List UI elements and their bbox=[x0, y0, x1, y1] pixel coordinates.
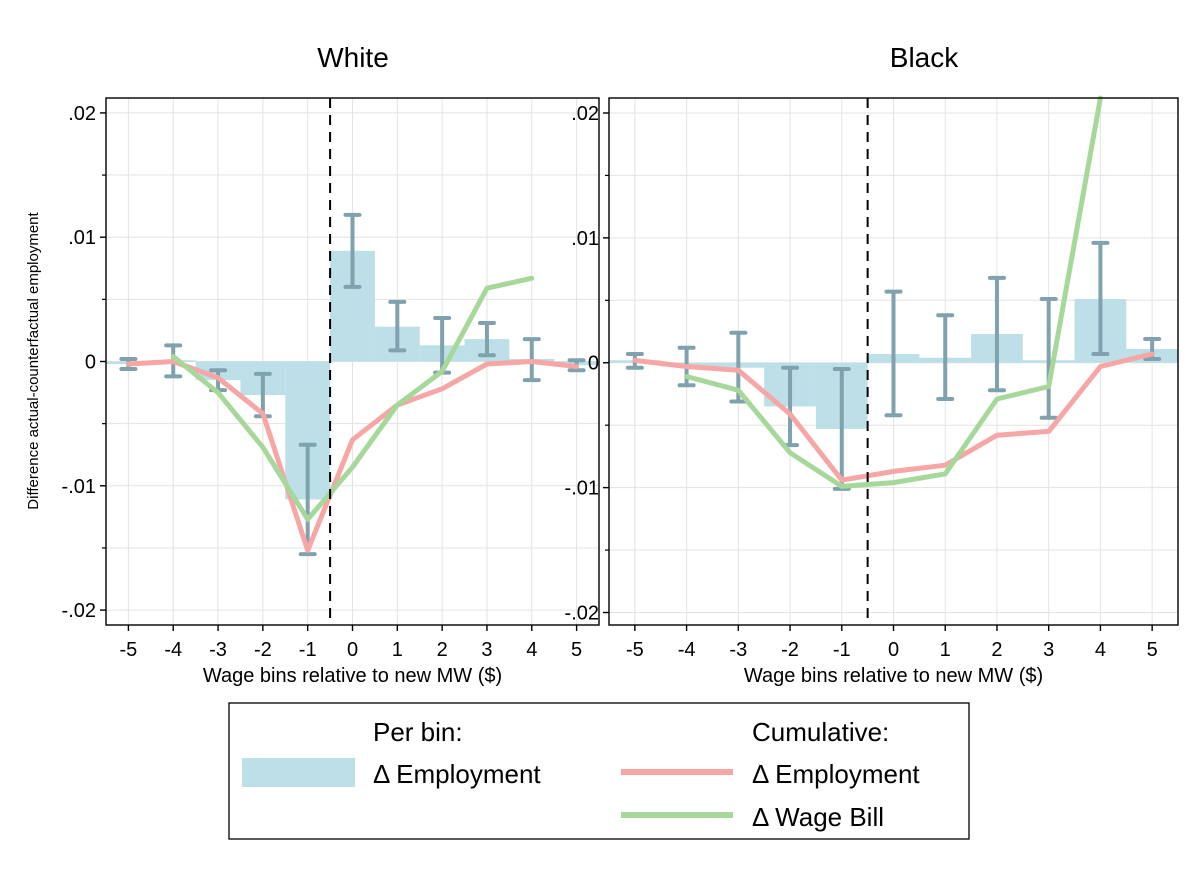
x-tick-label: 4 bbox=[1095, 639, 1106, 661]
x-tick-label: 3 bbox=[1043, 639, 1054, 661]
y-tick-label: 0 bbox=[588, 353, 599, 375]
x-tick-label: -5 bbox=[626, 639, 644, 661]
legend-box bbox=[228, 702, 970, 840]
y-tick-label: .02 bbox=[68, 103, 96, 125]
x-tick-label: 0 bbox=[888, 639, 899, 661]
legend-per-bin-label: Δ Employment bbox=[373, 759, 541, 789]
x-tick-label: 0 bbox=[347, 639, 358, 661]
y-tick-label: -.02 bbox=[565, 603, 599, 625]
legend-cum-employment-label: Δ Employment bbox=[752, 759, 920, 789]
legend-cum-wagebill-label: Δ Wage Bill bbox=[752, 802, 884, 832]
y-axis-label: Difference actual-counterfactual employm… bbox=[25, 211, 42, 509]
y-tick-label: .01 bbox=[571, 228, 599, 250]
x-tick-label: -2 bbox=[254, 639, 272, 661]
x-tick-label: 1 bbox=[392, 639, 403, 661]
panel-title-black: Black bbox=[890, 42, 959, 73]
x-tick-label: -4 bbox=[164, 639, 182, 661]
y-tick-label: 0 bbox=[85, 352, 96, 374]
x-tick-label: 5 bbox=[571, 639, 582, 661]
x-tick-label: 5 bbox=[1147, 639, 1158, 661]
cumulative-wagebill-line bbox=[684, 95, 1103, 489]
legend-bar-swatch bbox=[242, 758, 355, 787]
x-tick-label: -4 bbox=[678, 639, 696, 661]
y-tick-label: .02 bbox=[571, 103, 599, 125]
x-tick-label: -3 bbox=[209, 639, 227, 661]
legend-per-bin-title: Per bin: bbox=[373, 717, 463, 747]
x-tick-label: -5 bbox=[120, 639, 138, 661]
x-tick-label: 3 bbox=[481, 639, 492, 661]
legend-cumulative-title: Cumulative: bbox=[752, 717, 889, 747]
x-tick-label: 2 bbox=[437, 639, 448, 661]
y-tick-label: -.01 bbox=[565, 478, 599, 500]
chart-panel-white: White .02 .01 0 -.01 -.02 -5 -4 -3 -2 -1 0 1 2 3 4 5 Wage… bbox=[62, 42, 600, 687]
x-tick-label: 4 bbox=[526, 639, 537, 661]
chart-panel-black: Black .02 .01 0 -.01 -.02 -5 -4 -3 -2 -1 0 1 2 3 4 5 Wage… bbox=[565, 42, 1179, 687]
x-axis-label-black: Wage bins relative to new MW ($) bbox=[744, 665, 1043, 687]
legend: Per bin: Δ Employment Cumulative: Δ Empl… bbox=[228, 702, 970, 840]
x-tick-label: 2 bbox=[991, 639, 1002, 661]
y-tick-label: .01 bbox=[68, 227, 96, 249]
x-tick-label: 1 bbox=[940, 639, 951, 661]
cumulative-employment-line bbox=[632, 351, 1155, 483]
y-tick-label: -.02 bbox=[62, 600, 96, 622]
x-tick-label: -2 bbox=[781, 639, 799, 661]
x-tick-label: -3 bbox=[729, 639, 747, 661]
cumulative-employment-line bbox=[125, 359, 580, 553]
y-tick-label: -.01 bbox=[62, 476, 96, 498]
x-tick-label: -1 bbox=[833, 639, 851, 661]
x-tick-label: -1 bbox=[299, 639, 317, 661]
x-axis-label-white: Wage bins relative to new MW ($) bbox=[203, 665, 502, 687]
cumulative-wagebill-line bbox=[170, 275, 535, 522]
panel-title-white: White bbox=[317, 42, 389, 73]
